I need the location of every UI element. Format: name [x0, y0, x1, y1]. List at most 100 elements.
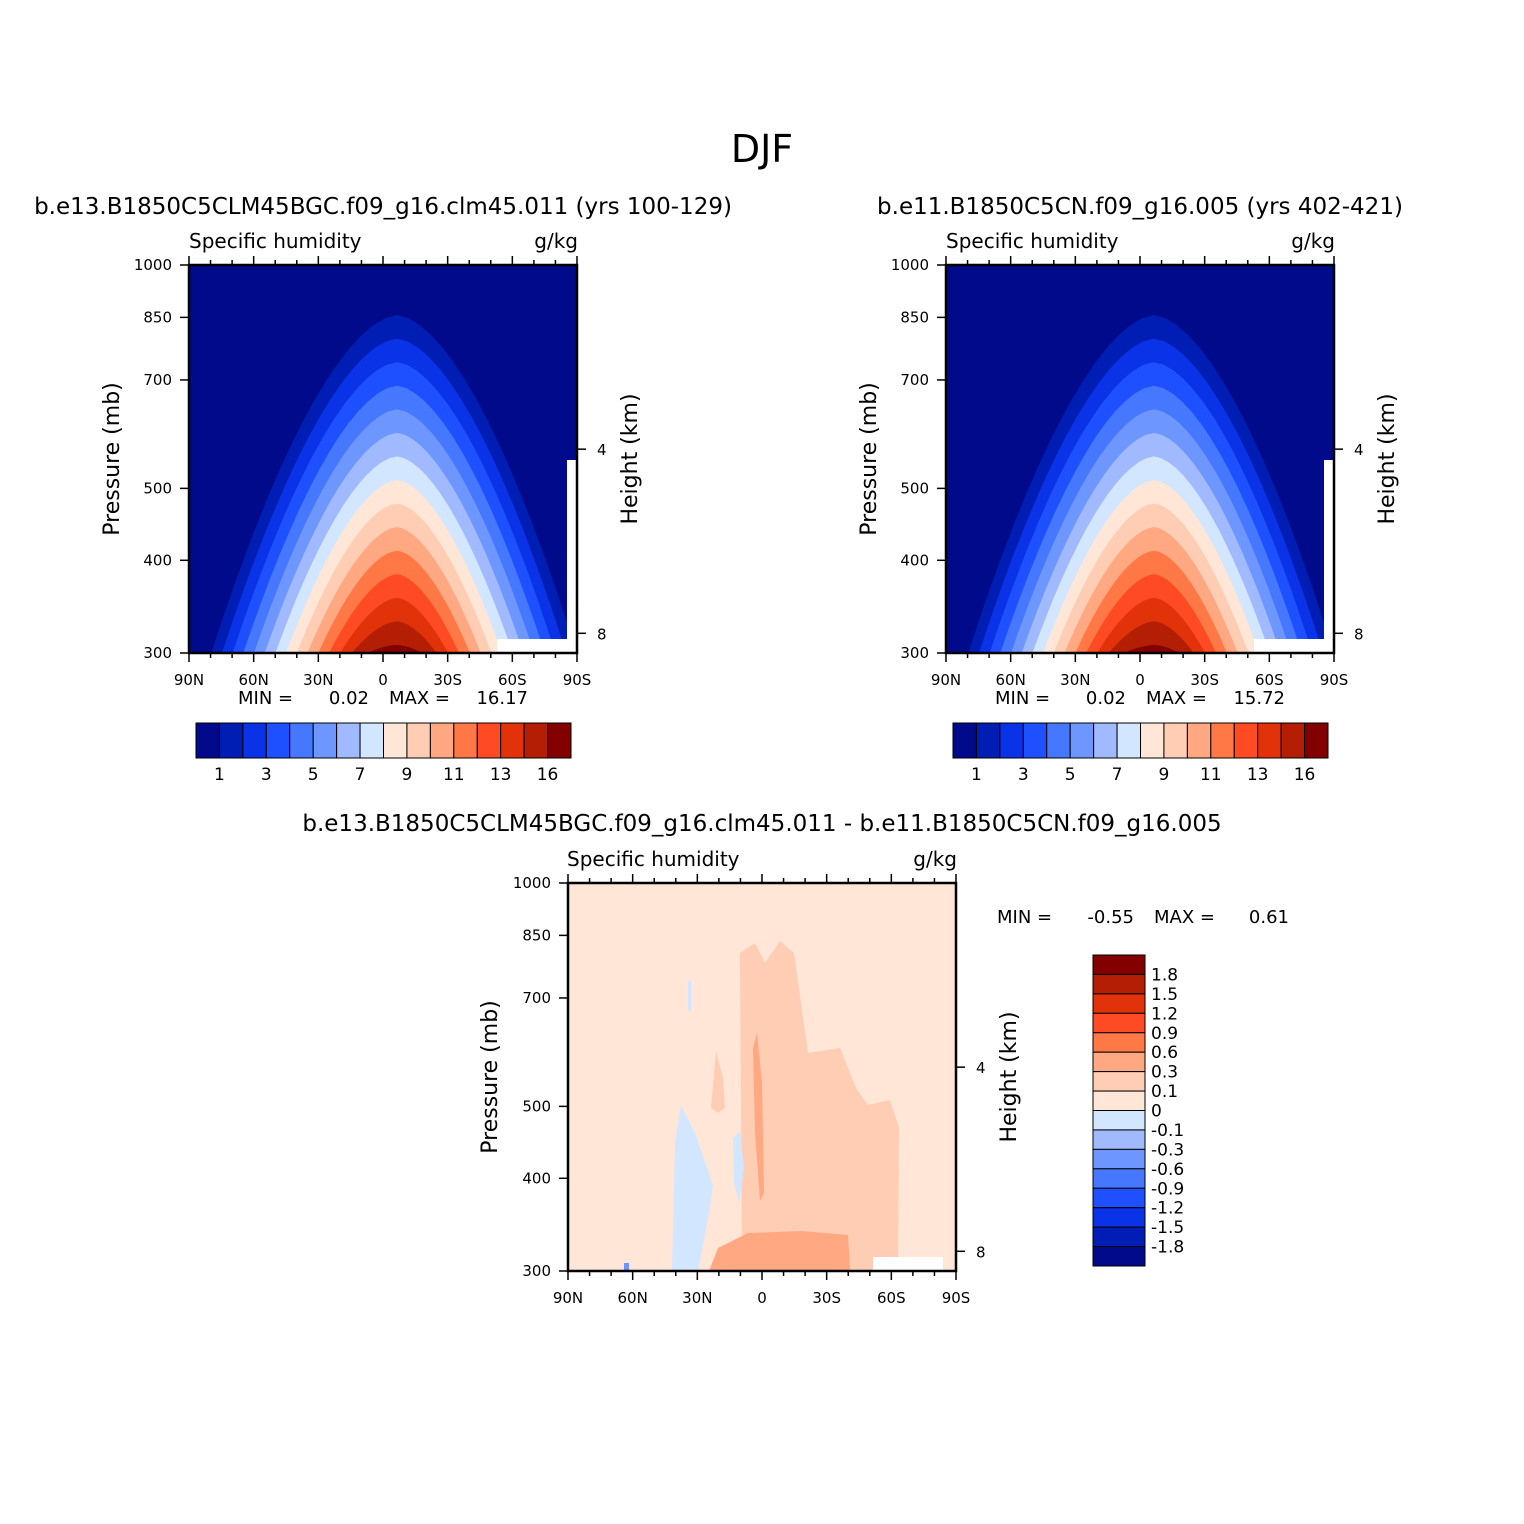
panel-1-ylabel-right: Height (km)	[618, 393, 643, 524]
colorbar-cell	[359, 722, 384, 759]
colorbar-cell	[1092, 1187, 1146, 1209]
contour-level	[672, 1105, 713, 1271]
figure-title: DJF	[731, 127, 793, 171]
y-tick-label: 850	[522, 926, 551, 944]
colorbar-cell	[1092, 1012, 1146, 1034]
x-tick-label: 90N	[931, 671, 961, 689]
height-tick-label: 4	[597, 441, 607, 459]
diff-panel-min-label: MIN =	[997, 907, 1052, 928]
x-tick-label: 30S	[433, 671, 462, 689]
colorbar-label: 0.1	[1151, 1082, 1178, 1102]
panel-1-max-label: MAX =	[389, 688, 450, 709]
panel-2-min-value: 0.02	[1086, 688, 1126, 709]
colorbar-cell	[312, 722, 338, 759]
x-tick-label: 60S	[1255, 671, 1284, 689]
colorbar-label: 13	[1247, 765, 1269, 785]
colorbar-cell	[383, 722, 408, 759]
colorbar-cell	[1092, 1032, 1146, 1053]
y-tick-label: 300	[900, 644, 929, 662]
colorbar-cell	[1092, 1071, 1146, 1092]
panel-2-variable: Specific humidity	[946, 229, 1119, 253]
colorbar-label: -0.3	[1151, 1140, 1184, 1160]
colorbar-label: -0.1	[1151, 1121, 1184, 1141]
x-tick-label: 60N	[996, 671, 1026, 689]
colorbar-cell	[1092, 1148, 1146, 1170]
panel-1-variable: Specific humidity	[189, 229, 362, 253]
colorbar-label: 1	[214, 765, 225, 785]
colorbar-cell	[336, 722, 361, 759]
y-tick-label: 700	[522, 989, 551, 1007]
x-tick-label: 30N	[303, 671, 333, 689]
colorbar-cell	[1280, 722, 1306, 759]
colorbar-cell	[1163, 722, 1188, 759]
colorbar-cell	[500, 722, 525, 759]
missing-data	[873, 1257, 943, 1271]
diff-panel-ylabel-right: Height (km)	[997, 1011, 1022, 1142]
panel-2-ylabel: Pressure (mb)	[857, 382, 882, 536]
contour-level	[688, 981, 691, 1011]
panel-2-ylabel-right: Height (km)	[1375, 393, 1400, 524]
colorbar-label: 16	[537, 765, 559, 785]
contour-level	[709, 1231, 850, 1271]
colorbar-cell	[1092, 993, 1146, 1014]
y-tick-label: 700	[900, 371, 929, 389]
panel-2: b.e11.B1850C5CN.f09_g16.005 (yrs 402-421…	[857, 194, 1403, 785]
missing-data	[567, 460, 577, 653]
height-tick-label: 4	[1354, 441, 1364, 459]
diff-panel-axes: 90N 60N 30N 0 30S 60S 90S 300 400 500 700 850 1000 8 4	[513, 874, 986, 1307]
colorbar-cell	[195, 722, 220, 759]
panel-1-min-label: MIN =	[238, 688, 293, 709]
colorbar-label: 0.9	[1151, 1024, 1178, 1044]
colorbar-label: -0.6	[1151, 1160, 1184, 1180]
x-tick-label: 60S	[498, 671, 527, 689]
colorbar-cell	[1140, 722, 1165, 759]
panel-2-axes: 90N 60N 30N 0 30S 60S 90S 300 400 500 700 850 1000 8 4	[891, 256, 1364, 689]
diff-panel-max-label: MAX =	[1154, 907, 1215, 928]
x-tick-label: 0	[757, 1289, 767, 1307]
panel-1: b.e13.B1850C5CLM45BGC.f09_g16.clm45.011 …	[34, 194, 732, 785]
x-tick-label: 30S	[1190, 671, 1219, 689]
colorbar-label: 5	[1065, 765, 1076, 785]
panel-1-colorbar: 1 3 5 7 9 11 13 16	[195, 722, 572, 785]
colorbar-label: -1.8	[1151, 1238, 1184, 1258]
colorbar-cell	[1092, 1090, 1146, 1111]
y-tick-label: 500	[522, 1097, 551, 1115]
diff-panel-title: b.e13.B1850C5CLM45BGC.f09_g16.clm45.011 …	[302, 811, 1221, 837]
colorbar-cell	[975, 722, 1001, 759]
diff-panel-contour-field	[568, 883, 956, 1271]
panel-2-max-label: MAX =	[1146, 688, 1207, 709]
contour-level	[733, 1131, 744, 1203]
colorbar-cell	[265, 722, 291, 759]
colorbar-cell	[1046, 722, 1071, 759]
contour-level	[624, 1263, 629, 1271]
colorbar-label: -1.2	[1151, 1199, 1184, 1219]
colorbar-cell	[1092, 1110, 1146, 1131]
colorbar-label: 0.3	[1151, 1063, 1178, 1083]
contour-level	[1124, 645, 1180, 653]
colorbar-cell	[547, 722, 572, 759]
missing-data	[1324, 460, 1334, 653]
height-tick-label: 4	[976, 1059, 986, 1077]
diff-panel-colorbar: 1.81.51.20.90.60.30.10-0.1-0.3-0.6-0.9-1…	[1092, 954, 1184, 1267]
x-tick-label: 60N	[239, 671, 269, 689]
colorbar-cell	[1092, 1246, 1146, 1267]
colorbar-cell	[1092, 1168, 1146, 1189]
y-tick-label: 850	[900, 308, 929, 326]
diff-panel-min-value: -0.55	[1087, 907, 1134, 928]
contour-level	[740, 941, 899, 1271]
colorbar-cell	[1116, 722, 1141, 759]
y-tick-label: 500	[143, 479, 172, 497]
panel-1-max-value: 16.17	[476, 688, 528, 709]
colorbar-label: 9	[402, 765, 413, 785]
x-tick-label: 90S	[942, 1289, 971, 1307]
x-tick-label: 0	[378, 671, 388, 689]
y-tick-label: 300	[143, 644, 172, 662]
height-tick-label: 8	[597, 625, 607, 643]
colorbar-label: 1.2	[1151, 1004, 1178, 1024]
x-tick-label: 30S	[812, 1289, 841, 1307]
colorbar-cell	[999, 722, 1024, 759]
colorbar-label: 16	[1294, 765, 1316, 785]
panel-1-min-value: 0.02	[329, 688, 369, 709]
x-tick-label: 90S	[1320, 671, 1349, 689]
contour-level	[711, 1051, 725, 1113]
